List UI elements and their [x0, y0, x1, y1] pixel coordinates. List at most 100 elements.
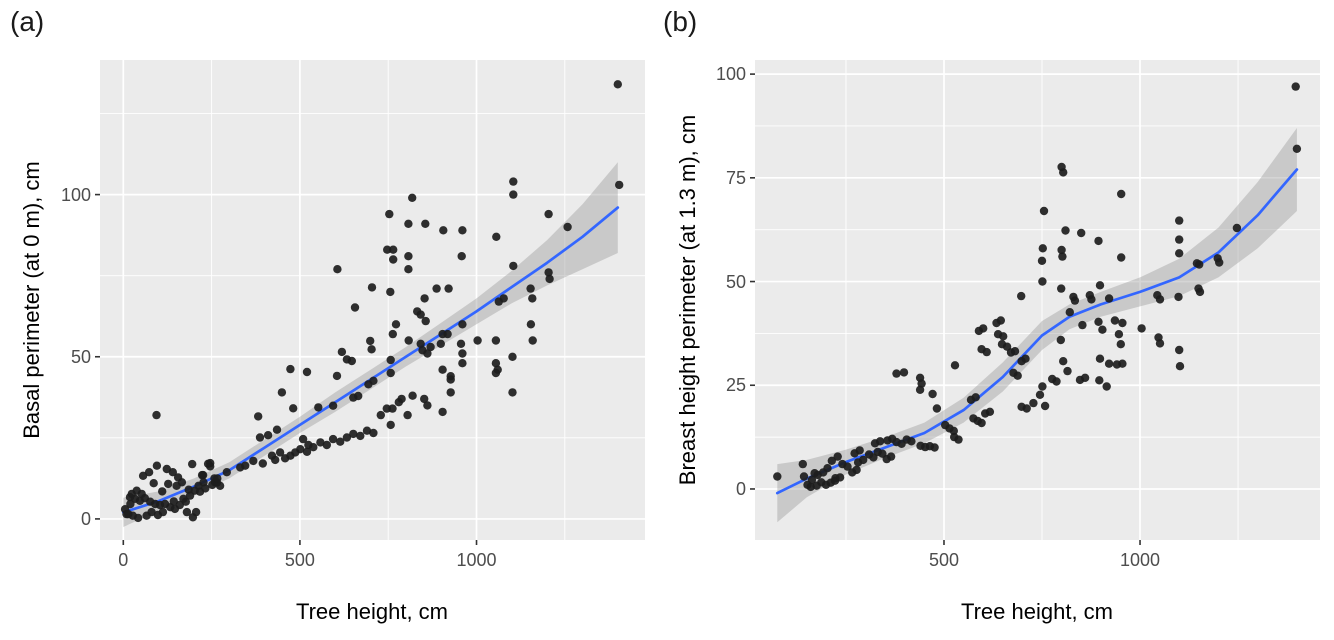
data-point — [420, 394, 429, 404]
data-point — [1094, 317, 1103, 326]
data-point — [289, 404, 298, 413]
data-point — [443, 329, 452, 339]
data-point — [404, 265, 413, 274]
data-point — [133, 513, 143, 523]
data-point — [201, 484, 210, 493]
panel-a-x-tick-label: 1000 — [456, 550, 497, 570]
data-point — [1087, 295, 1096, 304]
data-point — [206, 458, 215, 468]
data-point — [314, 403, 323, 412]
data-point — [1038, 382, 1047, 391]
data-point — [509, 177, 518, 186]
data-point — [302, 367, 312, 377]
data-point — [1080, 373, 1090, 382]
data-point — [152, 410, 161, 420]
data-point — [1175, 362, 1185, 371]
data-point — [1095, 281, 1105, 290]
data-point — [258, 459, 267, 468]
data-point — [389, 255, 398, 264]
data-point — [164, 479, 173, 489]
data-point — [932, 404, 942, 413]
data-point — [1059, 357, 1068, 366]
data-point — [349, 429, 358, 439]
data-point — [1040, 401, 1050, 411]
data-point — [563, 222, 572, 232]
data-point — [1155, 339, 1165, 348]
data-point — [389, 245, 398, 254]
panel-b-x-tick-label: 500 — [928, 550, 959, 570]
data-point — [1104, 359, 1114, 368]
data-point — [1059, 168, 1068, 177]
data-point — [977, 418, 986, 428]
data-point — [147, 507, 156, 517]
data-point — [1078, 320, 1087, 330]
data-point — [1155, 295, 1165, 304]
data-point — [168, 468, 177, 477]
data-point — [999, 332, 1008, 341]
data-point — [408, 391, 417, 400]
data-point — [369, 428, 378, 438]
data-point — [915, 385, 925, 394]
data-point — [423, 349, 432, 358]
data-point — [892, 369, 901, 378]
data-point — [385, 209, 394, 219]
data-point — [347, 356, 356, 366]
data-point — [421, 316, 430, 326]
panel-a-y-tick-label: 50 — [70, 346, 91, 367]
data-point — [545, 274, 554, 284]
data-point — [1035, 390, 1045, 399]
data-point — [954, 435, 963, 444]
panel-a-background — [100, 60, 645, 540]
data-point — [1052, 377, 1061, 386]
data-point — [456, 339, 466, 348]
data-point — [1061, 226, 1070, 235]
data-point — [526, 284, 535, 293]
data-point — [1117, 253, 1126, 262]
data-point — [222, 468, 231, 477]
data-point — [1065, 308, 1074, 317]
panel-a-y-tick-label: 100 — [60, 184, 91, 205]
panel-b-y-tick-label: 25 — [725, 375, 746, 396]
data-point — [1195, 287, 1205, 297]
data-point — [241, 461, 250, 470]
data-point — [544, 209, 553, 219]
data-point — [1056, 335, 1065, 345]
data-point — [1038, 244, 1047, 253]
data-point — [1175, 216, 1184, 225]
data-point — [979, 324, 988, 333]
panel-b-label: (b) — [663, 6, 698, 37]
data-point — [436, 339, 445, 348]
data-point — [432, 284, 441, 293]
panel-b-y-tick-label: 50 — [725, 271, 746, 292]
data-point — [376, 410, 385, 420]
data-point — [950, 361, 960, 370]
data-point — [191, 507, 201, 517]
data-point — [457, 252, 466, 261]
data-point — [144, 468, 154, 477]
data-point — [1037, 256, 1047, 265]
data-point — [332, 371, 342, 381]
panel-b-plot — [750, 60, 1320, 545]
data-point — [333, 265, 342, 274]
data-point — [302, 447, 312, 456]
data-point — [544, 268, 553, 277]
data-point — [1063, 366, 1072, 376]
data-point — [1077, 228, 1086, 238]
data-point — [491, 336, 501, 345]
data-point — [386, 287, 395, 297]
data-point — [855, 446, 864, 455]
data-point — [1175, 345, 1184, 355]
data-point — [438, 407, 447, 417]
panel-a-confidence-band — [123, 162, 618, 527]
data-point — [386, 355, 395, 365]
data-point — [322, 440, 331, 450]
data-point — [1010, 347, 1020, 356]
data-point — [416, 339, 425, 348]
data-point — [526, 320, 536, 329]
data-point — [272, 425, 282, 434]
data-point — [446, 388, 455, 397]
data-point — [350, 303, 360, 312]
data-point — [1118, 359, 1127, 368]
data-point — [296, 445, 305, 454]
data-point — [1098, 325, 1107, 334]
